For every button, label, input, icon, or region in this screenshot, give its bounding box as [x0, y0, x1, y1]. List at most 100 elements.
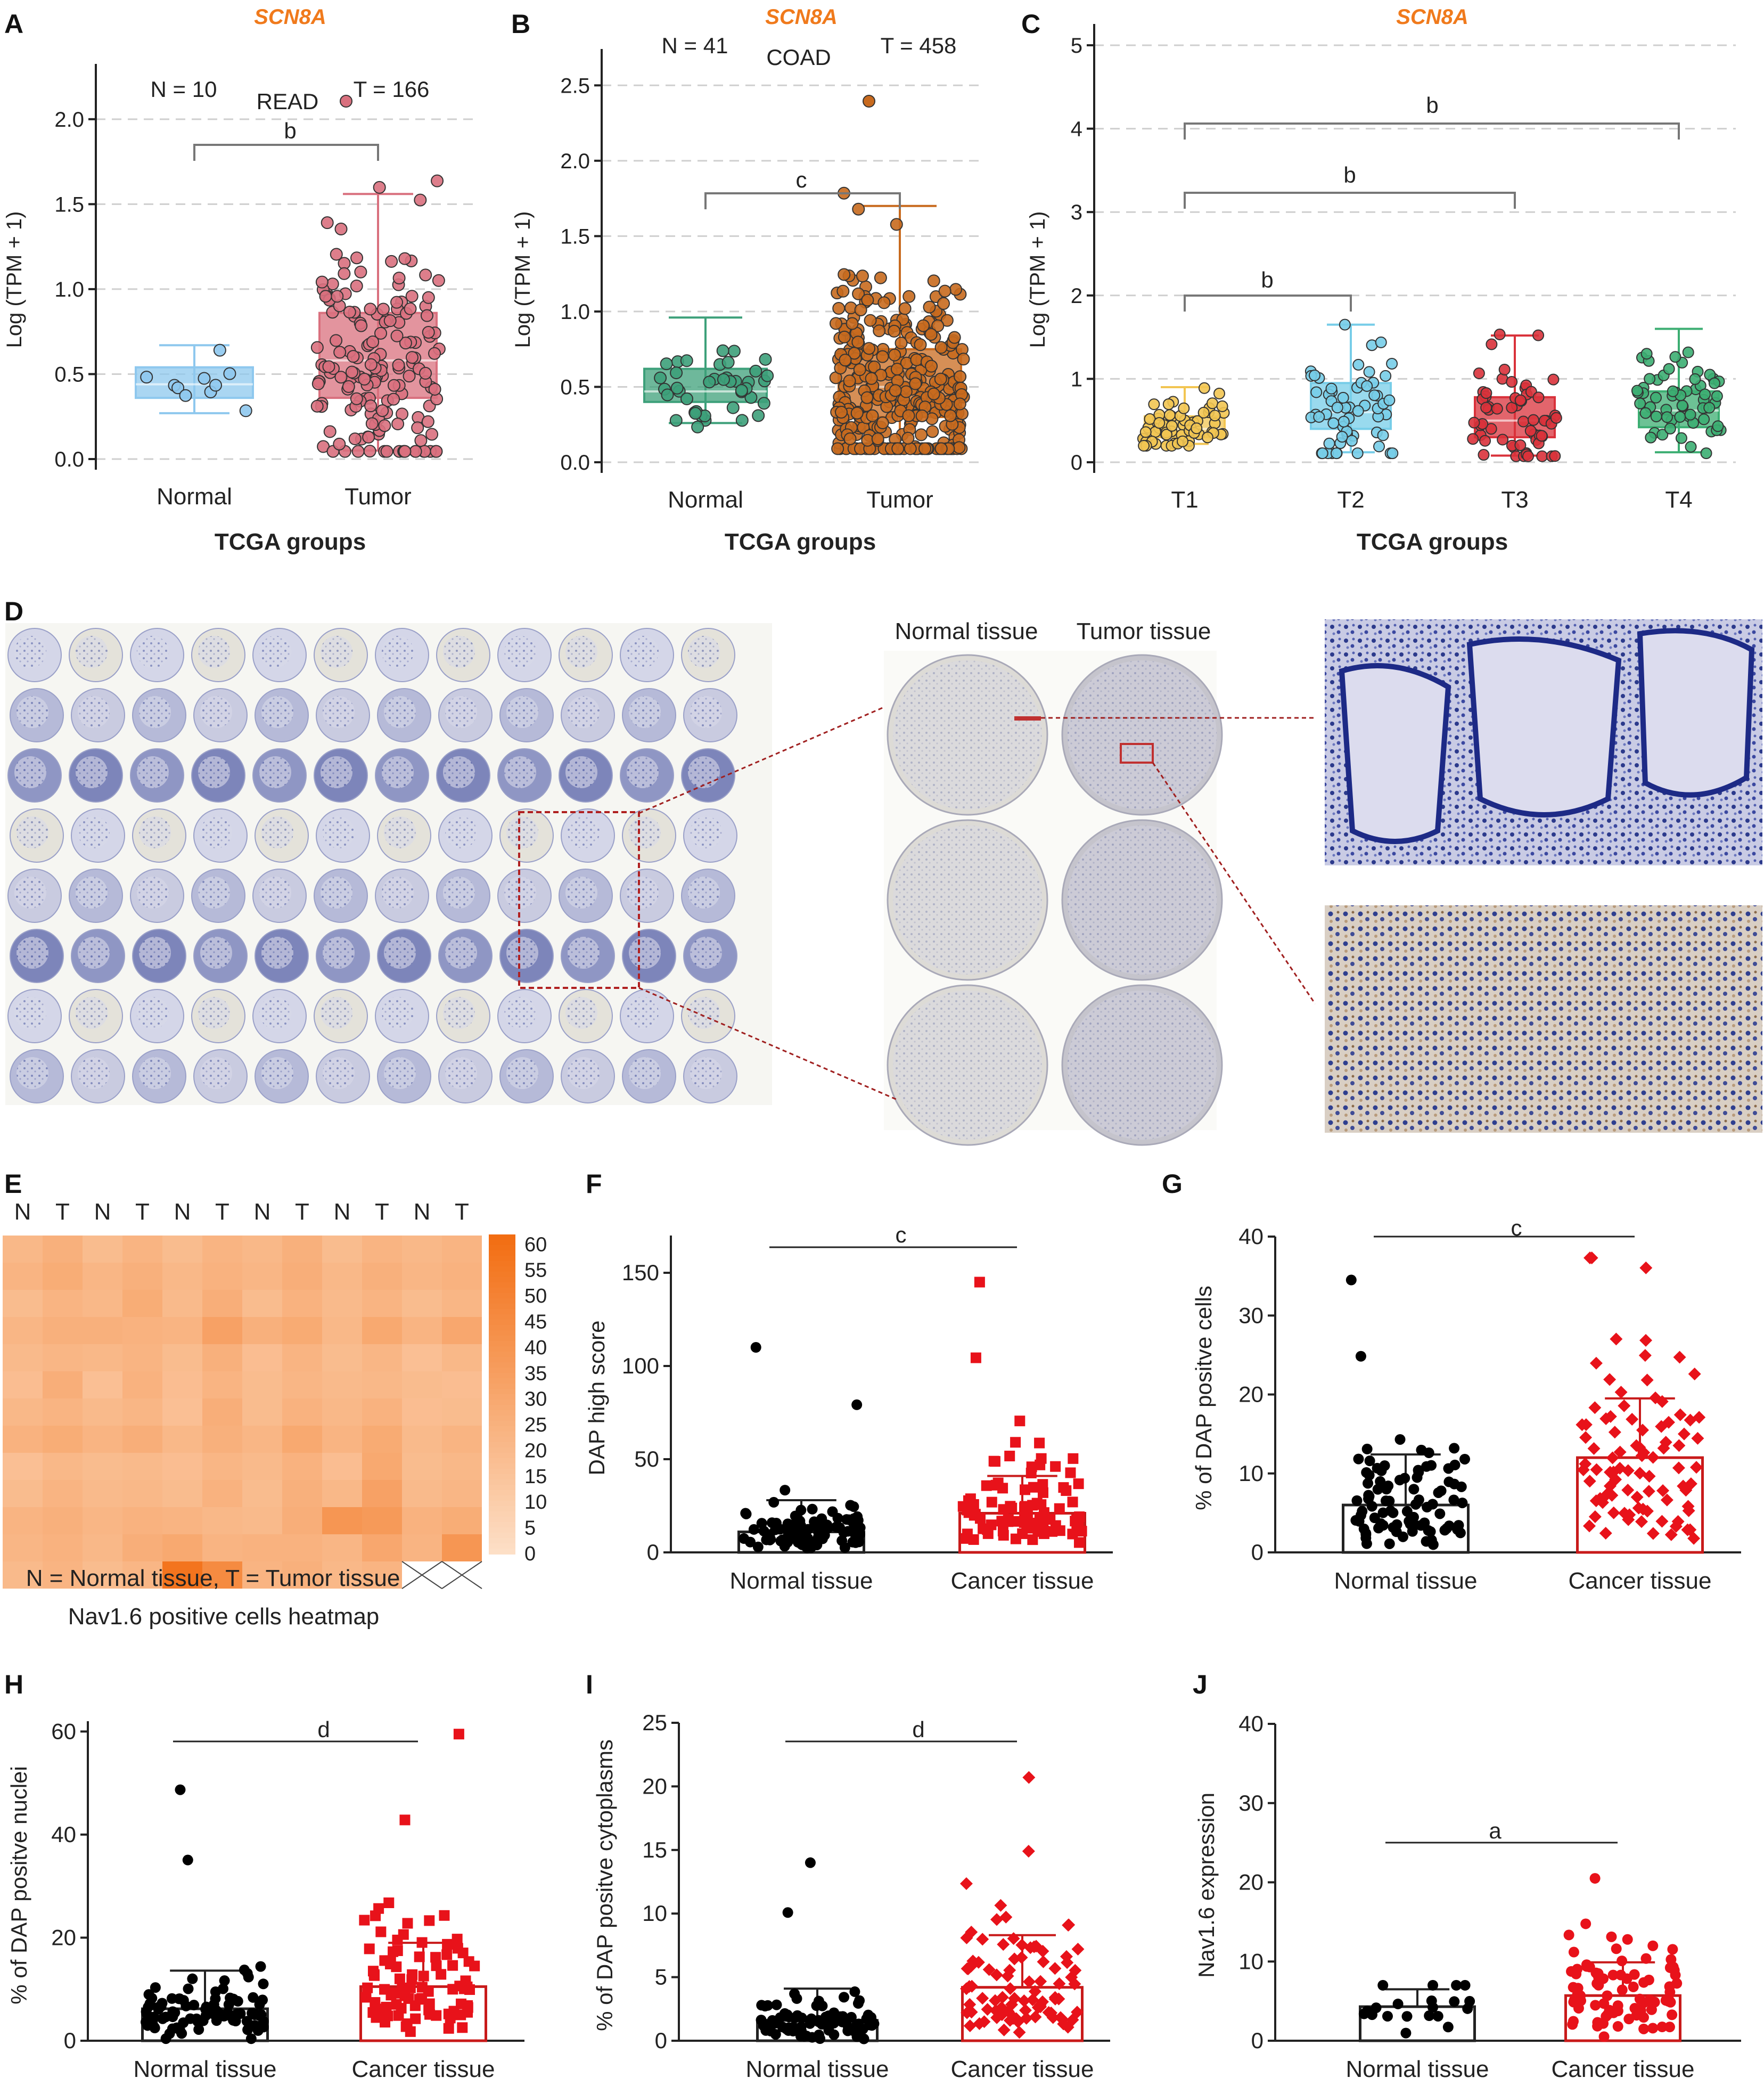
column-label: T	[55, 1199, 70, 1225]
heatmap-cell	[122, 1236, 162, 1263]
y-axis-title: DAP high score	[584, 1320, 609, 1475]
data-point	[876, 350, 889, 363]
tumor-count: T = 458	[881, 33, 957, 58]
heatmap-cell	[322, 1507, 362, 1534]
data-point	[1427, 1979, 1439, 1991]
data-point	[756, 2015, 767, 2026]
data-point	[340, 95, 352, 108]
heatmap-cell	[3, 1453, 43, 1480]
heatmap-cell	[362, 1344, 402, 1371]
data-point	[843, 432, 857, 445]
color-scale-step	[489, 1426, 515, 1432]
heatmap-cell	[402, 1317, 442, 1344]
heatmap-cell	[43, 1534, 83, 1561]
data-point	[394, 1973, 405, 1984]
data-point	[373, 181, 386, 194]
data-point	[807, 1503, 818, 1515]
data-point	[1536, 450, 1548, 462]
heatmap-cell	[162, 1398, 202, 1426]
tissue-core-texture	[565, 997, 597, 1029]
data-point	[981, 1480, 992, 1491]
data-point	[443, 2023, 454, 2034]
data-point	[1637, 1446, 1651, 1459]
data-point	[1524, 424, 1537, 437]
data-point	[863, 342, 876, 355]
data-point	[1459, 1979, 1471, 1991]
data-point	[1580, 1918, 1591, 1929]
heatmap-cell	[322, 1344, 362, 1371]
color-scale-tick: 30	[524, 1388, 547, 1411]
data-point	[351, 445, 365, 458]
data-point	[1372, 1462, 1383, 1474]
data-point	[358, 372, 371, 386]
heatmap-cell	[162, 1317, 202, 1344]
data-point	[1366, 2009, 1377, 2020]
data-point	[898, 302, 912, 315]
data-point	[404, 302, 417, 315]
heatmap-cell	[122, 1561, 162, 1589]
data-point	[1020, 1484, 1031, 1495]
tissue-core-texture	[384, 1057, 416, 1089]
heatmap-cell	[162, 1507, 202, 1534]
heatmap-cell	[322, 1236, 362, 1263]
data-point	[1640, 1504, 1654, 1518]
heatmap-cell	[402, 1263, 442, 1290]
data-point	[1327, 417, 1340, 429]
heatmap-cell	[162, 1263, 202, 1290]
data-point	[1506, 402, 1518, 414]
data-point	[1606, 1451, 1619, 1465]
data-point	[1579, 1457, 1592, 1470]
data-point	[462, 2002, 473, 2013]
data-point	[1148, 398, 1160, 411]
data-point	[380, 2005, 391, 2016]
data-point	[953, 397, 966, 411]
color-scale-step	[489, 1543, 515, 1549]
tissue-core-texture	[629, 1057, 661, 1089]
heatmap-cell	[83, 1263, 122, 1290]
data-point	[1690, 1461, 1703, 1474]
data-point	[364, 399, 378, 413]
data-point	[1657, 1442, 1670, 1455]
panel-g: G % of DAP positve cells c 0 10 20 30 40 Norm…	[1162, 1169, 1741, 1594]
panel-j: J Nav1.6 expression a 0 10 20 30 40 Normal ti…	[1193, 1670, 1741, 2082]
tissue-core-texture	[17, 696, 48, 728]
tissue-core-texture	[78, 696, 110, 728]
data-point	[703, 375, 716, 389]
data-point	[899, 385, 913, 398]
tissue-core-texture	[384, 816, 416, 848]
data-point	[822, 1519, 833, 1531]
data-point	[243, 1972, 254, 1983]
color-scale-step	[489, 1341, 515, 1347]
data-point	[219, 1975, 230, 1986]
y-tick-label: 3	[1071, 201, 1082, 224]
data-point	[1569, 1994, 1580, 2006]
cohort-label: READ	[257, 89, 319, 114]
data-point	[1664, 2022, 1675, 2033]
heatmap-cell	[43, 1426, 83, 1453]
data-point	[771, 1999, 782, 2010]
tissue-core-texture	[629, 816, 661, 848]
significance-label: a	[1489, 1818, 1502, 1843]
data-point	[1166, 420, 1178, 432]
data-point	[1351, 1495, 1363, 1506]
tissue-core-texture	[384, 937, 416, 969]
tissue-core-texture	[198, 997, 230, 1029]
data-point	[460, 1975, 471, 1986]
heatmap-cell	[202, 1507, 242, 1534]
data-point	[1646, 1527, 1660, 1540]
data-point	[424, 1915, 435, 1926]
data-point	[1366, 1501, 1377, 1512]
x-tick-label: T1	[1171, 487, 1198, 513]
tissue-core-texture	[443, 636, 475, 668]
x-tick-label: T3	[1501, 487, 1528, 513]
color-scale-step	[489, 1261, 515, 1267]
data-point	[741, 1508, 752, 1519]
data-point	[1675, 432, 1687, 444]
data-point	[850, 406, 864, 420]
data-point	[1023, 1975, 1036, 1989]
data-point	[174, 2024, 185, 2035]
data-point	[670, 381, 684, 395]
heatmap-cell	[242, 1236, 282, 1263]
color-scale-step	[489, 1336, 515, 1341]
heatmap-cell	[362, 1453, 402, 1480]
